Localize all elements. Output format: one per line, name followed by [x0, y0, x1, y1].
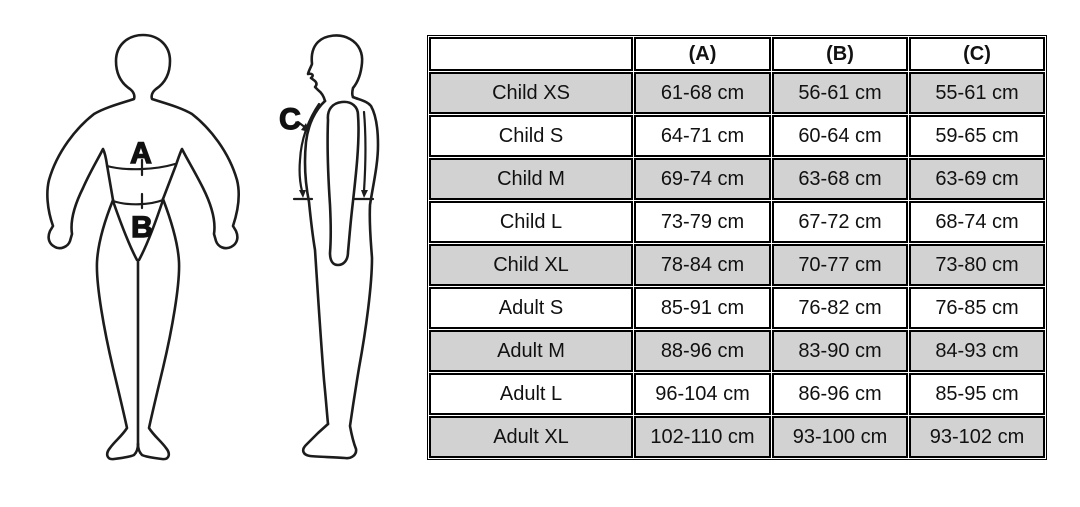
value-cell-a: 96-104 cm	[634, 373, 771, 415]
table-row: Child XL 78-84 cm 70-77 cm 73-80 cm	[429, 244, 1045, 286]
header-empty-cell	[429, 37, 633, 71]
value-cell-b: 83-90 cm	[772, 330, 908, 372]
value-cell-c: 59-65 cm	[909, 115, 1045, 157]
value-cell-c: 76-85 cm	[909, 287, 1045, 329]
value-cell-a: 69-74 cm	[634, 158, 771, 200]
back-dimension-line	[362, 110, 367, 193]
size-cell: Adult M	[429, 330, 633, 372]
measurement-label-a: A	[130, 137, 152, 170]
front-dimension-line	[298, 102, 321, 193]
c-pointer-arrowhead	[301, 123, 309, 132]
value-cell-c: 68-74 cm	[909, 201, 1045, 243]
right-leg-outline	[136, 197, 181, 461]
value-cell-b: 70-77 cm	[772, 244, 908, 286]
side-front-outline	[303, 99, 330, 426]
header-col-c: (C)	[909, 37, 1045, 71]
value-cell-a: 61-68 cm	[634, 72, 771, 114]
value-cell-b: 76-82 cm	[772, 287, 908, 329]
value-cell-c: 63-69 cm	[909, 158, 1045, 200]
size-cell: Adult S	[429, 287, 633, 329]
left-leg-outline	[95, 198, 140, 461]
value-cell-a: 102-110 cm	[634, 416, 771, 458]
value-cell-a: 85-91 cm	[634, 287, 771, 329]
chest-measure-line	[105, 162, 177, 171]
table-header-row: (A) (B) (C)	[429, 37, 1045, 71]
value-cell-c: 85-95 cm	[909, 373, 1045, 415]
table-row: Adult M 88-96 cm 83-90 cm 84-93 cm	[429, 330, 1045, 372]
side-view-figure: C	[278, 34, 380, 460]
table-row: Adult S 85-91 cm 76-82 cm 76-85 cm	[429, 287, 1045, 329]
value-cell-b: 86-96 cm	[772, 373, 908, 415]
header-col-a: (A)	[634, 37, 771, 71]
value-cell-a: 78-84 cm	[634, 244, 771, 286]
table-row: Child XS 61-68 cm 56-61 cm 55-61 cm	[429, 72, 1045, 114]
size-cell: Adult XL	[429, 416, 633, 458]
value-cell-a: 73-79 cm	[634, 201, 771, 243]
value-cell-b: 60-64 cm	[772, 115, 908, 157]
size-chart-table: (A) (B) (C) Child XS 61-68 cm 56-61 cm 5…	[427, 35, 1047, 460]
value-cell-a: 88-96 cm	[634, 330, 771, 372]
size-cell: Child S	[429, 115, 633, 157]
back-dimension-arrowhead	[361, 190, 368, 198]
table-row: Child S 64-71 cm 60-64 cm 59-65 cm	[429, 115, 1045, 157]
waist-measure-line	[111, 198, 165, 206]
pelvis-right-line	[137, 198, 165, 262]
size-cell: Child M	[429, 158, 633, 200]
size-cell: Child XS	[429, 72, 633, 114]
size-cell: Child L	[429, 201, 633, 243]
measurement-figures-illustration: A B C	[46, 33, 380, 461]
front-body-outline	[46, 33, 240, 250]
pelvis-left-line	[111, 199, 139, 262]
table-row: Adult XL 102-110 cm 93-100 cm 93-102 cm	[429, 416, 1045, 458]
size-cell: Child XL	[429, 244, 633, 286]
value-cell-c: 84-93 cm	[909, 330, 1045, 372]
value-cell-c: 73-80 cm	[909, 244, 1045, 286]
value-cell-a: 64-71 cm	[634, 115, 771, 157]
front-dimension-arrowhead	[299, 190, 306, 198]
side-arm-outline	[326, 100, 360, 267]
side-back-outline	[301, 95, 380, 460]
value-cell-b: 93-100 cm	[772, 416, 908, 458]
measurement-label-c: C	[279, 103, 301, 136]
table-row: Child L 73-79 cm 67-72 cm 68-74 cm	[429, 201, 1045, 243]
value-cell-c: 55-61 cm	[909, 72, 1045, 114]
value-cell-b: 56-61 cm	[772, 72, 908, 114]
side-head-outline	[306, 34, 364, 103]
value-cell-c: 93-102 cm	[909, 416, 1045, 458]
value-cell-b: 63-68 cm	[772, 158, 908, 200]
table-row: Adult L 96-104 cm 86-96 cm 85-95 cm	[429, 373, 1045, 415]
header-col-b: (B)	[772, 37, 908, 71]
value-cell-b: 67-72 cm	[772, 201, 908, 243]
size-cell: Adult L	[429, 373, 633, 415]
measurement-label-b: B	[131, 211, 153, 244]
front-view-figure: A B	[46, 33, 240, 461]
table-row: Child M 69-74 cm 63-68 cm 63-69 cm	[429, 158, 1045, 200]
